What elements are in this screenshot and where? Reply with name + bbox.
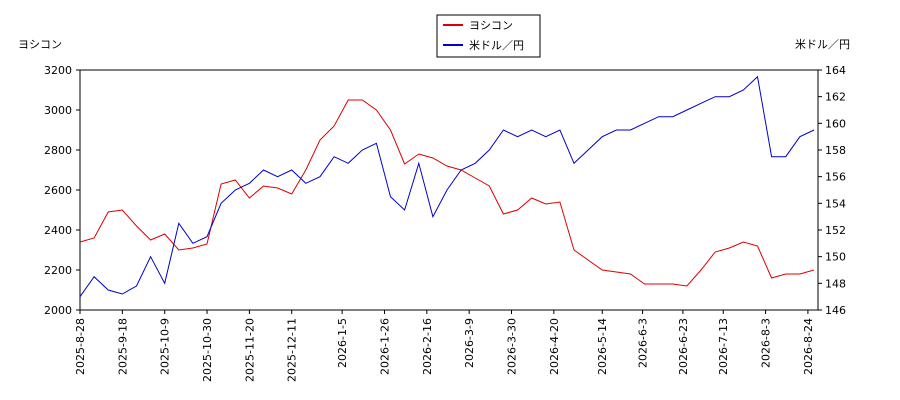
line-series [79,99,815,287]
y2-tick-label: 158 [825,144,846,157]
x-tick-label: 2026-4-20 [548,318,561,375]
y-tick-label: 2600 [44,184,72,197]
x-tick-label: 2026-8-3 [760,318,773,368]
plot-frame [79,69,819,311]
x-tick-label: 2026-1-5 [336,318,349,368]
y2-axis-label: 米ドル／円 [795,38,850,51]
x-tick-label: 2026-5-14 [596,318,609,375]
y2-tick-label: 162 [825,91,846,104]
x-tick-label: 2026-6-23 [677,318,690,375]
x-tick-label: 2025-12-11 [286,318,299,382]
y-tick-label: 3200 [44,64,72,77]
x-tick-label: 2025-10-9 [159,318,172,375]
y2-tick-label: 164 [825,64,846,77]
x-tick-label: 2026-3-9 [463,318,476,368]
y-tick-label: 2200 [44,264,72,277]
x-tick-label: 2026-7-13 [717,318,730,375]
y-axis-label: ヨシコン [18,38,62,51]
y2-tick-label: 152 [825,224,846,237]
y-tick-label: 2000 [44,304,72,317]
x-tick-label: 2026-3-30 [506,318,519,375]
y2-tick-label: 156 [825,171,846,184]
x-tick-label: 2025-10-30 [201,318,214,382]
y2-tick-label: 160 [825,117,846,130]
x-tick-label: 2026-1-26 [378,318,391,375]
x-tick-label: 2025-8-28 [74,318,87,375]
y2-tick-label: 148 [825,277,846,290]
y2-tick-label: 154 [825,197,846,210]
y2-tick-label: 150 [825,251,846,264]
x-tick-label: 2026-6-3 [637,318,650,368]
legend-box [436,14,541,58]
y-tick-label: 3000 [44,104,72,117]
legend-label: 米ドル／円 [469,39,524,52]
legend-label: ヨシコン [469,19,513,32]
line-series [79,75,815,297]
x-tick-label: 2026-8-24 [802,318,815,375]
y-tick-label: 2800 [44,144,72,157]
x-tick-label: 2025-9-18 [116,318,129,375]
y-tick-label: 2400 [44,224,72,237]
x-tick-label: 2025-11-20 [243,318,256,382]
x-tick-label: 2026-2-16 [421,318,434,375]
y2-tick-label: 146 [825,304,846,317]
